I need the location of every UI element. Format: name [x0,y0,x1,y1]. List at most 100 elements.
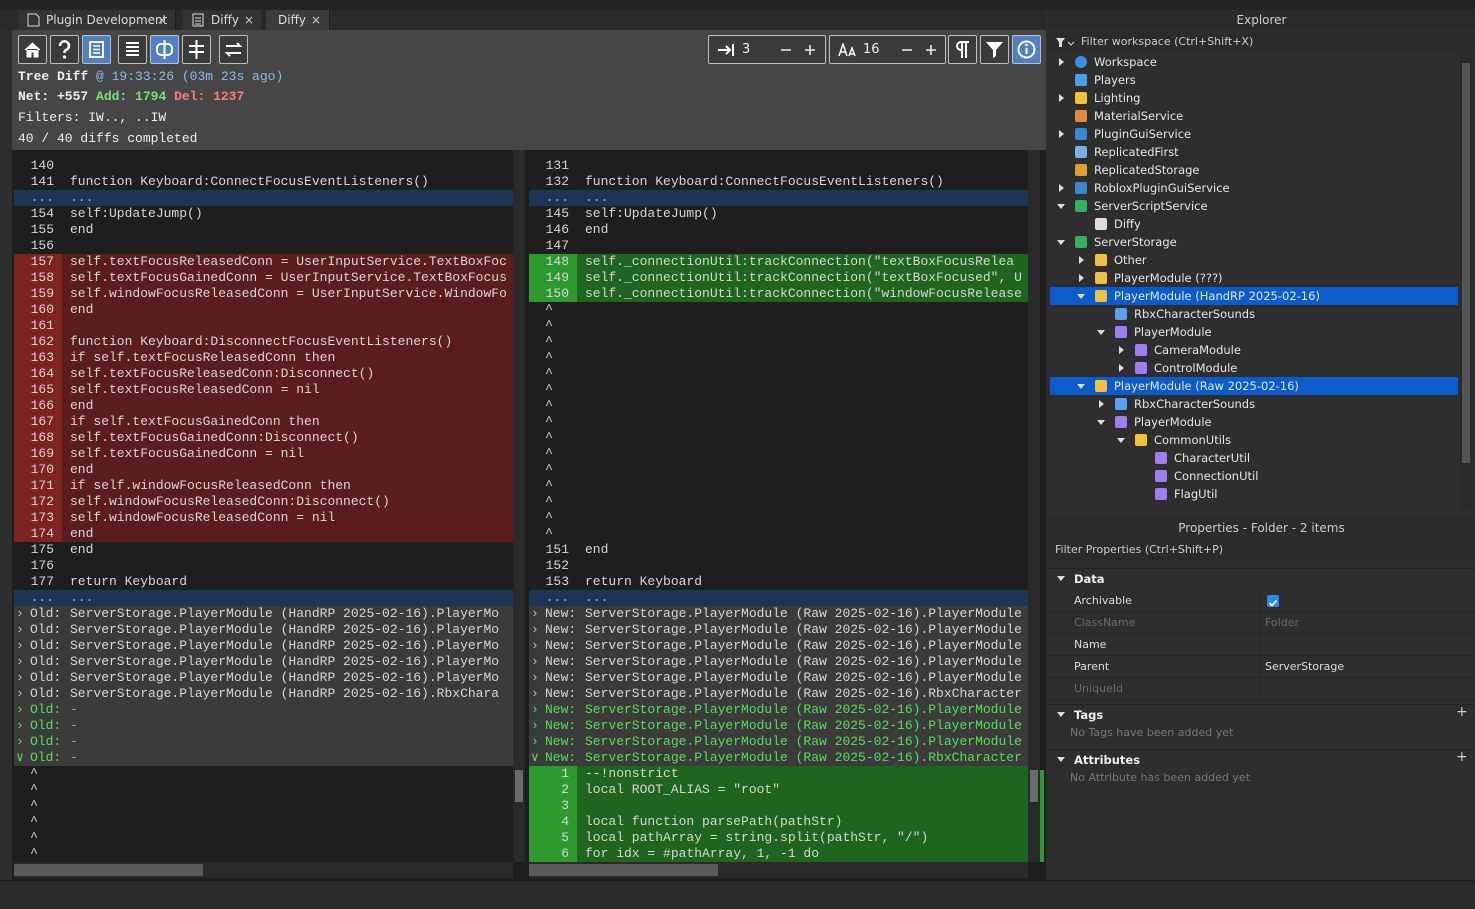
split-alt-button[interactable] [182,35,211,64]
expander[interactable] [1056,237,1066,247]
filter-button[interactable] [980,35,1009,64]
scrollbar[interactable] [1028,150,1040,862]
diff-row[interactable]: › Old: ServerStorage.PlayerModule (HandRP … [14,670,513,686]
diff-row[interactable]: › New: ServerStorage.PlayerModule (Raw 202… [529,734,1028,750]
diff-row[interactable]: › New: ServerStorage.PlayerModule (Raw 202… [529,718,1028,734]
help-button[interactable] [50,35,79,64]
close-icon[interactable]: × [156,13,167,27]
tab[interactable]: Diffy × [266,10,330,30]
expander[interactable] [1076,291,1086,301]
expander[interactable] [1076,381,1086,391]
diff-row[interactable]: › Old: - [14,718,513,734]
tree-item[interactable]: ReplicatedFirst [1050,143,1458,161]
tree-item[interactable]: Lighting [1050,89,1458,107]
line-number: 141 [30,174,54,189]
filter-input[interactable]: Filter Properties (Ctrl+Shift+P) [1048,540,1475,560]
tree-item[interactable]: CameraModule [1050,341,1458,359]
close-icon[interactable]: × [310,13,321,27]
scroll-thumb[interactable] [1462,63,1470,463]
expander[interactable] [1056,573,1066,583]
checkbox[interactable] [1267,595,1279,607]
diff-row[interactable]: ∨ New: ServerStorage.PlayerModule (Raw 202… [529,750,1028,766]
tree-item[interactable]: PlayerModule (HandRP 2025-02-16) [1050,287,1458,305]
diff-row[interactable]: › New: ServerStorage.PlayerModule (Raw 202… [529,670,1028,686]
tree-item[interactable]: ServerStorage [1050,233,1458,251]
expander[interactable] [1096,327,1106,337]
expander[interactable] [1056,709,1066,719]
tree-item[interactable]: ReplicatedStorage [1050,161,1458,179]
diff-row[interactable]: › Old: ServerStorage.PlayerModule (HandRP … [14,622,513,638]
tree-item[interactable]: FlagUtil [1050,485,1458,503]
expander[interactable] [1056,93,1066,103]
scroll-thumb[interactable] [14,864,203,876]
scrollbar[interactable] [513,150,525,862]
tab[interactable]: Plugin Development × [18,10,176,30]
scrollbar[interactable] [1460,53,1472,510]
swap-button[interactable] [219,35,248,64]
tree-item[interactable]: Other [1050,251,1458,269]
tree-item[interactable]: PlayerModule [1050,323,1458,341]
tree-item[interactable]: CommonUtils [1050,431,1458,449]
tree-item[interactable]: RobloxPluginGuiService [1050,179,1458,197]
tree-item[interactable]: PluginGuiService [1050,125,1458,143]
diff-row[interactable]: › New: ServerStorage.PlayerModule (Raw 202… [529,702,1028,718]
expander[interactable] [1076,273,1086,283]
info-button[interactable] [1012,35,1041,64]
tree-item[interactable]: MaterialService [1050,107,1458,125]
tree-item[interactable]: PlayerModule (Raw 2025-02-16) [1050,377,1458,395]
diff-row[interactable]: › Old: - [14,702,513,718]
tree-item[interactable]: PlayerModule [1050,413,1458,431]
tree-item[interactable]: Workspace [1050,53,1458,71]
diff-row[interactable]: › Old: ServerStorage.PlayerModule (HandRP … [14,606,513,622]
context-lines-value[interactable]: 3 [742,42,751,57]
diff-row[interactable]: › Old: ServerStorage.PlayerModule (HandRP … [14,654,513,670]
expander[interactable] [1096,417,1106,427]
tree-item[interactable]: PlayerModule (???) [1050,269,1458,287]
expander[interactable] [1056,129,1066,139]
increment-button[interactable] [803,43,817,57]
tree-item[interactable]: CharacterUtil [1050,449,1458,467]
tree-item[interactable]: ControlModule [1050,359,1458,377]
diff-row[interactable]: › Old: - [14,734,513,750]
diff-row[interactable]: › New: ServerStorage.PlayerModule (Raw 202… [529,606,1028,622]
expander[interactable] [1116,363,1126,373]
tree-item[interactable]: RbxCharacterSounds [1050,305,1458,323]
scrollbar[interactable] [529,862,1028,878]
diff-row[interactable]: ∨ Old: - [14,750,513,766]
expander[interactable] [1056,183,1066,193]
diff-row[interactable]: › Old: ServerStorage.PlayerModule (HandRP … [14,638,513,654]
diff-row[interactable]: › New: ServerStorage.PlayerModule (Raw 202… [529,654,1028,670]
expander[interactable] [1056,201,1066,211]
tree-item[interactable]: ConnectionUtil [1050,467,1458,485]
expander[interactable] [1116,345,1126,355]
text-view-button[interactable] [82,35,111,64]
scroll-thumb[interactable] [515,770,523,802]
increment-button[interactable] [924,43,938,57]
font-size-value[interactable]: 16 [863,42,880,57]
scrollbar[interactable] [14,862,513,878]
diff-row[interactable]: › Old: ServerStorage.PlayerModule (HandRP … [14,686,513,702]
tab[interactable]: Diffy × [183,10,263,30]
unified-button[interactable] [118,35,147,64]
diff-row[interactable]: › New: ServerStorage.PlayerModule (Raw 202… [529,686,1028,702]
diff-row[interactable]: › New: ServerStorage.PlayerModule (Raw 202… [529,622,1028,638]
whitespace-button[interactable] [948,35,977,64]
filter-input[interactable]: Filter workspace (Ctrl+Shift+X) [1048,32,1475,52]
tree-item[interactable]: Diffy [1050,215,1458,233]
split-button[interactable] [150,35,179,64]
decrement-button[interactable] [900,43,914,57]
expander[interactable] [1076,255,1086,265]
scroll-thumb[interactable] [529,864,718,876]
expander[interactable] [1116,435,1126,445]
tree-item[interactable]: Players [1050,71,1458,89]
home-button[interactable] [18,35,47,64]
tree-item[interactable]: RbxCharacterSounds [1050,395,1458,413]
expander[interactable] [1096,399,1106,409]
tree-item[interactable]: ServerScriptService [1050,197,1458,215]
diff-row[interactable]: › New: ServerStorage.PlayerModule (Raw 202… [529,638,1028,654]
expander[interactable] [1056,754,1066,764]
expander[interactable] [1056,57,1066,67]
decrement-button[interactable] [779,43,793,57]
close-icon[interactable]: × [243,13,254,27]
scroll-thumb[interactable] [1030,770,1038,802]
